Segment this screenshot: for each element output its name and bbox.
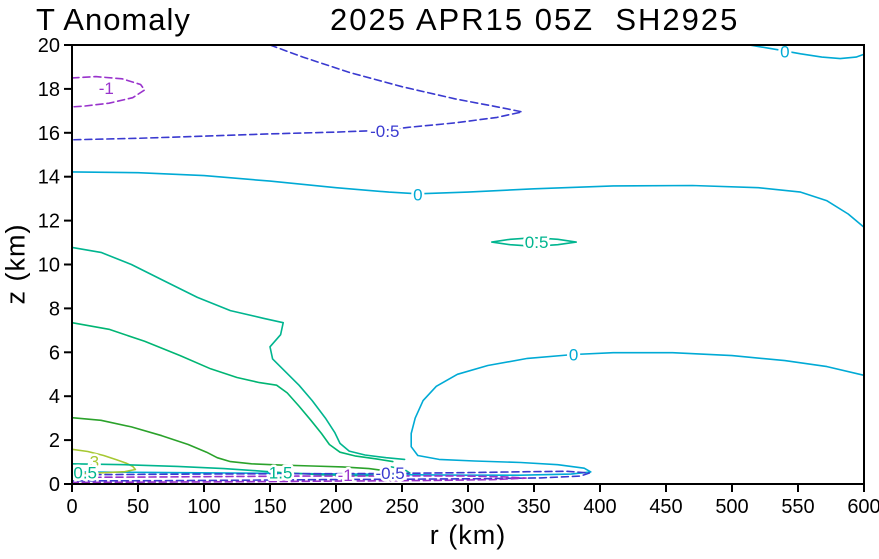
contour-label: -0.5 [370, 122, 399, 141]
x-tick-label: 150 [253, 496, 286, 518]
x-tick-label: 500 [715, 496, 748, 518]
x-tick-label: 250 [385, 496, 418, 518]
contour-label: 0.5 [73, 464, 97, 483]
contour-label: -0.5 [375, 464, 404, 483]
contour-label: 0 [413, 185, 422, 204]
y-tick-label: 8 [49, 298, 60, 320]
contour-line-neg1-upper [71, 75, 146, 108]
y-tick-label: 18 [38, 79, 60, 101]
contour-label: 3 [90, 453, 99, 472]
contour-label: 1.5 [269, 464, 293, 483]
contour-line-pos1-left [71, 321, 394, 463]
contour-line-zero-lower [71, 351, 865, 477]
contour-label: 0.5 [525, 233, 549, 252]
y-tick-label: 16 [38, 123, 60, 145]
x-tick-label: 450 [649, 496, 682, 518]
x-tick-label: 400 [583, 496, 616, 518]
contour-label: -1 [338, 466, 353, 485]
x-tick-label: 600 [847, 496, 879, 518]
x-axis-label: r (km) [429, 520, 507, 550]
x-tick-label: 350 [517, 496, 550, 518]
contour-label: 0 [780, 43, 789, 62]
x-tick-label: 300 [451, 496, 484, 518]
contour-line-neg05-upper [71, 44, 523, 141]
contour-label: 0 [569, 346, 578, 365]
contour-line-neg05-bottom [71, 470, 591, 482]
y-tick-label: 0 [49, 474, 60, 496]
x-tick-label: 100 [187, 496, 220, 518]
x-tick-label: 200 [319, 496, 352, 518]
x-tick-label: 0 [66, 496, 77, 518]
x-tick-label: 550 [781, 496, 814, 518]
y-tick-label: 4 [49, 386, 60, 408]
page-title: T Anomaly [36, 2, 191, 37]
plot-subtitle: 2025 APR15 05Z SH2925 [330, 2, 740, 37]
contour-line-pos2-left [71, 416, 388, 472]
contour-label: -1 [99, 79, 114, 98]
y-tick-label: 10 [38, 255, 60, 277]
contour-line-zero-mid [71, 171, 865, 228]
y-tick-label: 6 [49, 342, 60, 364]
contour-line-neg1-bottom [71, 475, 527, 484]
y-tick-label: 14 [38, 167, 60, 189]
y-axis-label: z (km) [0, 223, 31, 305]
plot-border [71, 44, 865, 485]
x-tick-label: 50 [127, 496, 149, 518]
contour-line-pos15-bottom [71, 462, 411, 477]
contour-line-zero-top-right [748, 44, 865, 60]
y-tick-label: 20 [38, 35, 60, 57]
y-tick-label: 2 [49, 430, 60, 452]
contour-line-pos05-left [71, 246, 406, 461]
y-tick-label: 12 [38, 211, 60, 233]
contour-line-pos05-mid [490, 236, 578, 248]
